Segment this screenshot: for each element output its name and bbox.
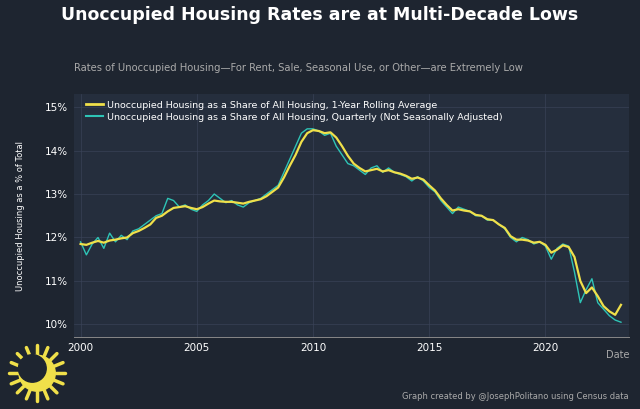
Text: Unoccupied Housing as a % of Total: Unoccupied Housing as a % of Total [17,141,26,291]
Circle shape [19,355,46,382]
Text: Rates of Unoccupied Housing—For Rent, Sale, Seasonal Use, or Other—are Extremely: Rates of Unoccupied Housing—For Rent, Sa… [74,63,522,73]
Text: Date: Date [605,350,629,360]
Legend: Unoccupied Housing as a Share of All Housing, 1-Year Rolling Average, Unoccupied: Unoccupied Housing as a Share of All Hou… [84,99,505,124]
Text: Graph created by @JosephPolitano using Census data: Graph created by @JosephPolitano using C… [403,392,629,401]
Text: Unoccupied Housing Rates are at Multi-Decade Lows: Unoccupied Housing Rates are at Multi-De… [61,6,579,24]
Circle shape [19,355,55,391]
